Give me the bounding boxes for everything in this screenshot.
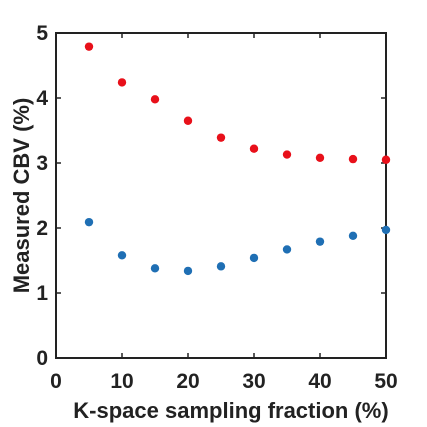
data-point (183, 116, 193, 125)
data-point (249, 253, 259, 263)
y-axis-label: Measured CBV (%) (9, 98, 34, 294)
data-point (150, 95, 160, 104)
data-point (282, 150, 292, 159)
data-point (216, 133, 226, 142)
x-tick-label: 20 (176, 370, 199, 393)
x-tick-label: 50 (374, 370, 397, 393)
data-point (84, 217, 94, 227)
data-point (117, 251, 127, 260)
y-tick-label: 4 (36, 87, 48, 110)
data-point (249, 144, 259, 153)
x-axis-label: K-space sampling fraction (%) (73, 398, 388, 423)
data-point (216, 262, 226, 271)
x-tick-label: 40 (308, 370, 331, 393)
data-point (348, 231, 358, 240)
plot-area (55, 32, 387, 359)
data-point (150, 264, 160, 273)
data-point (183, 266, 193, 276)
y-tick-label: 5 (36, 22, 48, 45)
data-point (315, 237, 325, 246)
data-point (282, 245, 292, 254)
series-1 (84, 217, 391, 276)
data-point (381, 225, 391, 235)
x-tick-label: 30 (242, 370, 265, 393)
y-tick-label: 1 (36, 282, 48, 305)
series-layer (84, 42, 391, 276)
data-point (117, 78, 127, 87)
axes-frame (55, 32, 387, 359)
x-tick-label: 0 (50, 370, 62, 393)
data-point (84, 42, 94, 51)
y-tick-label: 2 (36, 217, 48, 240)
data-point (381, 155, 391, 164)
x-tick-label: 10 (110, 370, 133, 393)
y-tick-label: 3 (36, 152, 48, 175)
data-point (348, 154, 358, 164)
series-0 (84, 42, 391, 164)
data-point (315, 153, 325, 162)
tick-labels: 0 10 20 30 40 50 0 1 2 3 4 5 (36, 22, 397, 393)
y-tick-label: 0 (36, 347, 48, 370)
